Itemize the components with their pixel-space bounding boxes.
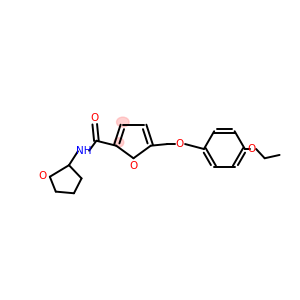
Text: O: O [91,113,99,123]
Text: NH: NH [76,146,92,156]
Text: O: O [129,160,138,170]
Ellipse shape [114,138,124,147]
Ellipse shape [116,117,129,127]
Text: O: O [176,139,184,149]
Text: O: O [38,171,47,181]
Text: O: O [248,144,256,154]
